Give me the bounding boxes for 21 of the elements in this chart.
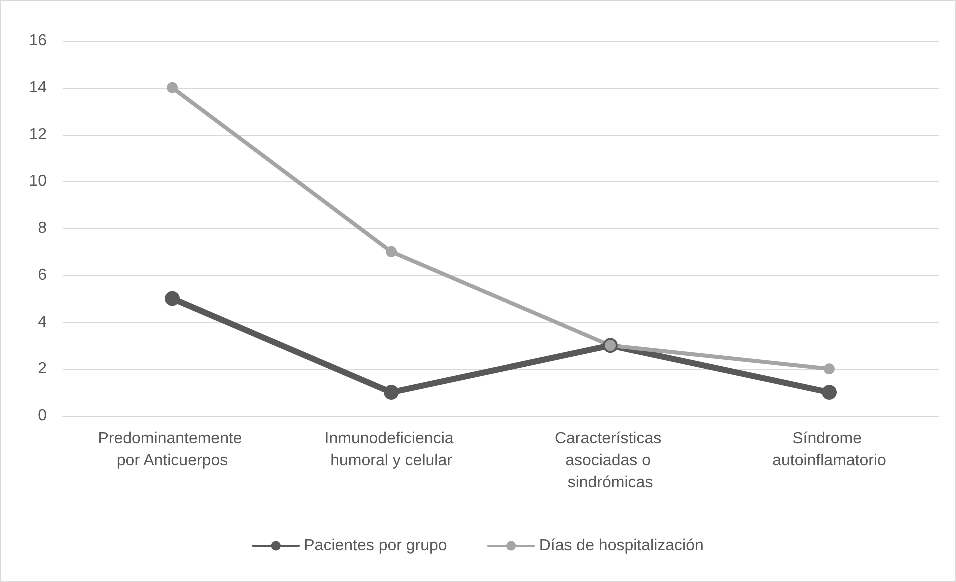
legend-label: Pacientes por grupo bbox=[304, 538, 448, 554]
y-tick-label: 2 bbox=[38, 360, 48, 378]
y-tick-label: 4 bbox=[38, 314, 48, 331]
point bbox=[165, 291, 180, 306]
point bbox=[167, 82, 178, 94]
y-tick-label: 12 bbox=[29, 126, 48, 144]
x-tick-label: Inmunodeficiencia humoral y celular bbox=[324, 430, 458, 470]
point bbox=[822, 385, 837, 400]
y-tick-label: 10 bbox=[29, 173, 48, 190]
x-tick-label: Características asociadas o sindrómicas bbox=[554, 430, 666, 492]
y-tick-label: 6 bbox=[38, 266, 48, 284]
y-tick-label: 8 bbox=[38, 220, 48, 237]
y-tick-label: 0 bbox=[38, 408, 48, 424]
x-tick-label: Predominantemente por Anticuerpos bbox=[98, 430, 247, 470]
x-tick-label: Síndrome autoinflamatorio bbox=[772, 430, 887, 470]
y-tick-label: 16 bbox=[29, 32, 48, 50]
legend-label: Días de hospitalización bbox=[539, 538, 704, 554]
point bbox=[824, 364, 835, 375]
point bbox=[386, 246, 397, 258]
y-tick-label: 14 bbox=[29, 79, 48, 96]
point bbox=[384, 385, 399, 400]
